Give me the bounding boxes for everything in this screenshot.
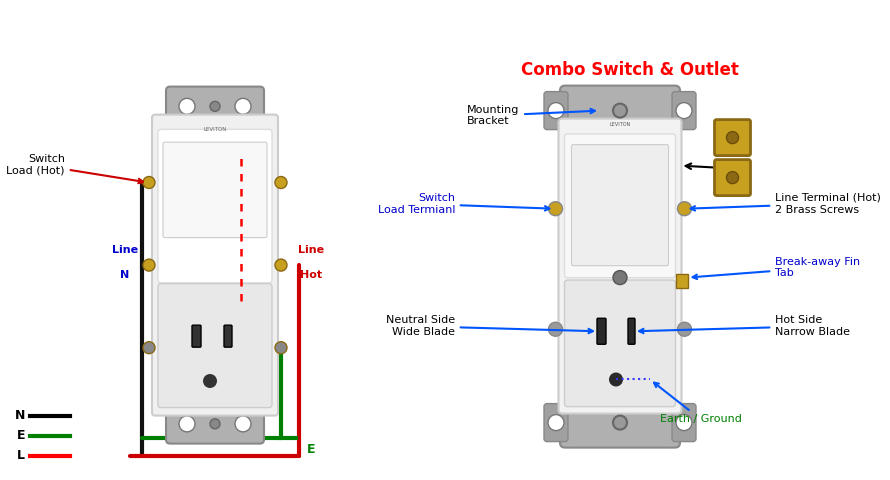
FancyBboxPatch shape [571, 144, 668, 266]
FancyBboxPatch shape [715, 159, 750, 196]
Bar [676, 274, 687, 288]
Text: E: E [307, 443, 315, 456]
Text: What is Switch & Outlet Combo & How to Wire It?: What is Switch & Outlet Combo & How to W… [57, 13, 833, 42]
Circle shape [143, 342, 155, 354]
Text: Line Terminal (Hot)
2 Brass Screws: Line Terminal (Hot) 2 Brass Screws [691, 193, 881, 215]
Circle shape [613, 104, 627, 118]
Text: Line: Line [298, 245, 324, 255]
Circle shape [548, 103, 564, 119]
Circle shape [548, 415, 564, 431]
FancyBboxPatch shape [672, 404, 696, 442]
Circle shape [676, 415, 692, 431]
FancyBboxPatch shape [166, 401, 264, 444]
Text: LEVITON: LEVITON [203, 127, 227, 132]
Text: Combo Switch & Outlet: Combo Switch & Outlet [521, 60, 739, 79]
Circle shape [179, 416, 195, 432]
FancyBboxPatch shape [564, 280, 676, 407]
Circle shape [726, 172, 739, 184]
Text: L: L [17, 449, 25, 462]
Circle shape [548, 202, 562, 216]
Text: Hot Side
Narrow Blade: Hot Side Narrow Blade [639, 315, 850, 337]
Circle shape [143, 177, 155, 189]
Text: N: N [14, 409, 25, 422]
Circle shape [677, 322, 692, 336]
Text: Line: Line [112, 245, 138, 255]
Text: Mounting
Bracket: Mounting Bracket [467, 105, 595, 126]
FancyBboxPatch shape [152, 115, 278, 416]
FancyBboxPatch shape [564, 134, 676, 278]
Circle shape [613, 271, 627, 285]
Circle shape [210, 101, 220, 111]
FancyBboxPatch shape [715, 120, 750, 156]
Circle shape [676, 103, 692, 119]
FancyBboxPatch shape [544, 92, 568, 130]
Circle shape [726, 132, 739, 144]
FancyBboxPatch shape [224, 325, 232, 347]
FancyBboxPatch shape [672, 92, 696, 130]
FancyBboxPatch shape [158, 129, 272, 283]
Circle shape [179, 98, 195, 114]
Circle shape [210, 419, 220, 429]
Circle shape [609, 372, 623, 386]
Circle shape [275, 259, 287, 271]
Text: E: E [17, 429, 25, 442]
Circle shape [275, 342, 287, 354]
Circle shape [235, 98, 251, 114]
FancyBboxPatch shape [560, 85, 680, 136]
FancyBboxPatch shape [158, 284, 272, 408]
Circle shape [613, 416, 627, 430]
FancyBboxPatch shape [559, 119, 682, 414]
Circle shape [548, 322, 562, 336]
FancyBboxPatch shape [560, 397, 680, 447]
Circle shape [203, 374, 217, 388]
Circle shape [143, 259, 155, 271]
Text: Break-away Fin
Tab: Break-away Fin Tab [692, 257, 860, 279]
Text: Neutral Side
Wide Blade: Neutral Side Wide Blade [386, 315, 593, 337]
FancyBboxPatch shape [163, 142, 267, 238]
FancyBboxPatch shape [597, 318, 606, 344]
Circle shape [677, 202, 692, 216]
Text: LEVITON: LEVITON [610, 121, 631, 127]
Circle shape [275, 177, 287, 189]
Text: Switch
Load Termianl: Switch Load Termianl [377, 193, 549, 215]
Text: Switch
Load (Hot): Switch Load (Hot) [6, 154, 143, 183]
FancyBboxPatch shape [192, 325, 201, 347]
FancyBboxPatch shape [166, 86, 264, 130]
Circle shape [235, 416, 251, 432]
FancyBboxPatch shape [628, 318, 635, 344]
FancyBboxPatch shape [544, 404, 568, 442]
Text: Hot: Hot [300, 270, 322, 280]
Text: N: N [120, 270, 130, 280]
Text: Earth / Ground: Earth / Ground [654, 383, 742, 424]
